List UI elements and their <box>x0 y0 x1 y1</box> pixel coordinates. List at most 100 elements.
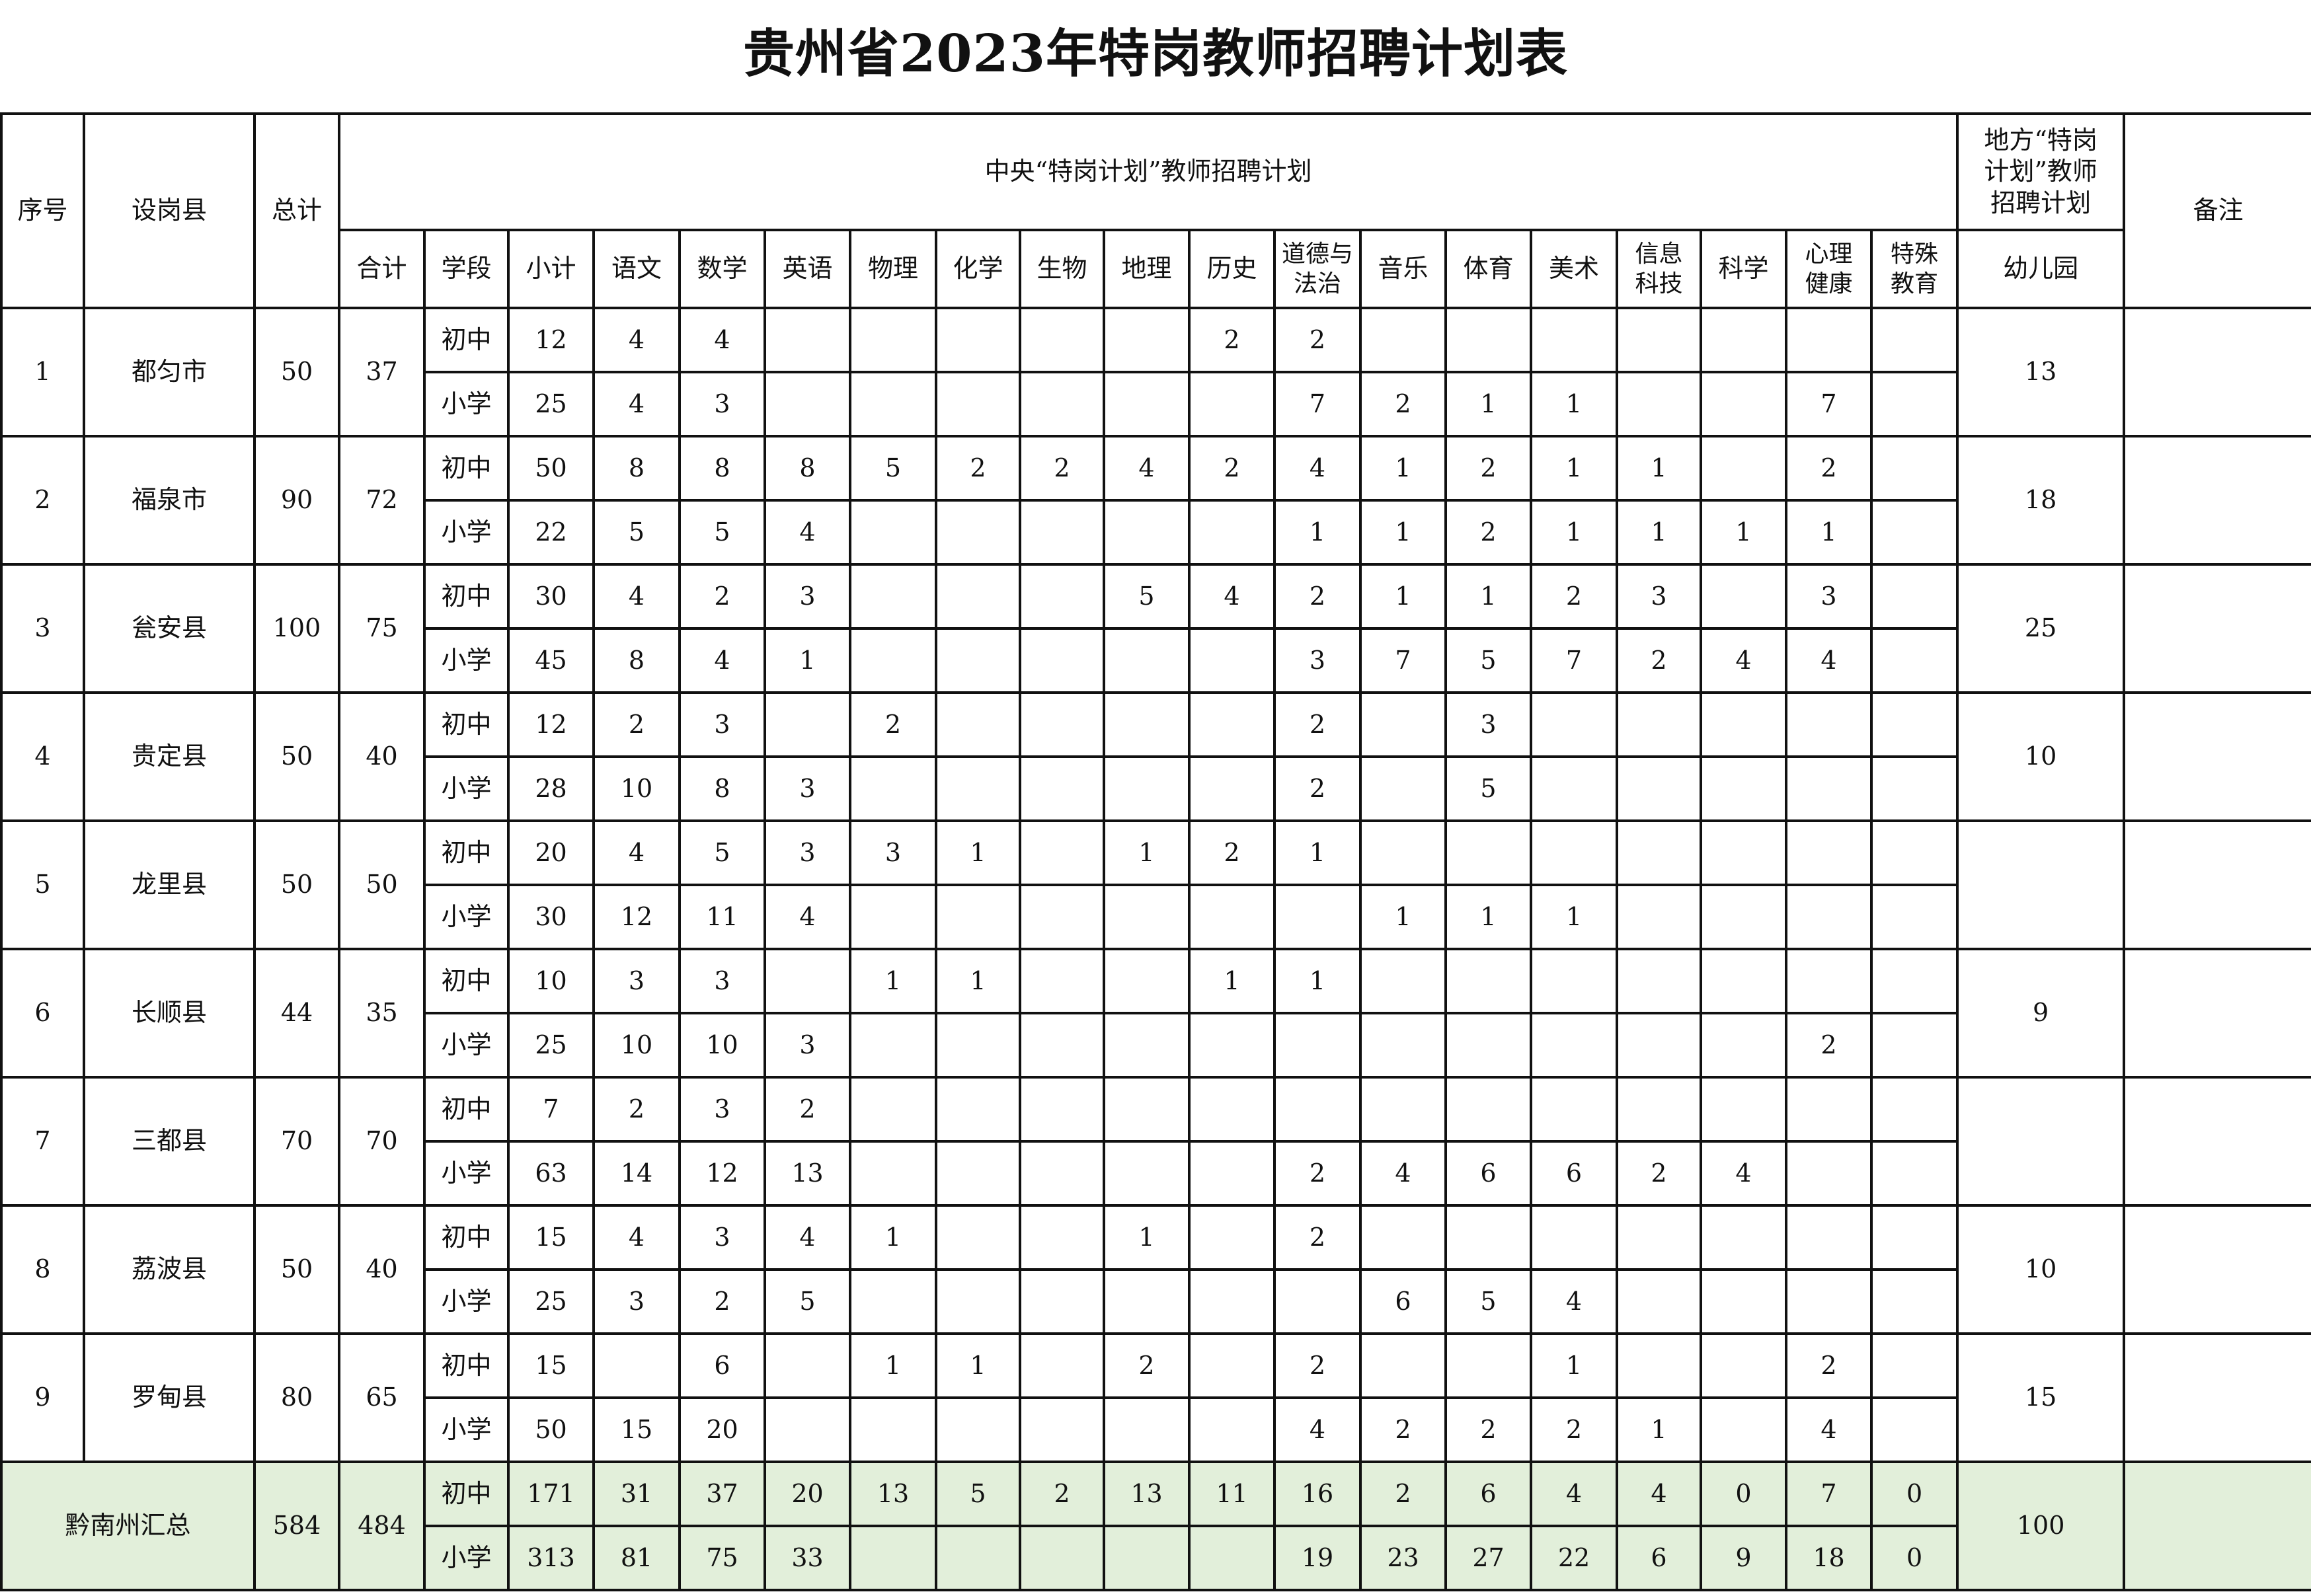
subject-count-cell <box>1273 1012 1362 1079</box>
remark-cell <box>2123 819 2311 950</box>
subtotal-cell: 15 <box>507 1204 595 1271</box>
subject-count-cell: 4 <box>592 371 681 437</box>
subject-count-cell: 7 <box>1273 371 1362 437</box>
subject-count-cell: 10 <box>592 1012 681 1079</box>
subject-count-cell <box>1700 1204 1787 1271</box>
subject-count-cell: 1 <box>1530 371 1618 437</box>
row-no: 4 <box>0 691 85 822</box>
table-row: 小学 50 15 20 4 2 2 2 1 4 <box>1 1396 2311 1463</box>
subject-count-cell <box>1785 307 1873 373</box>
subject-count-cell: 0 <box>1700 1461 1787 1527</box>
subject-count-cell: 2 <box>1359 371 1447 437</box>
subject-count-cell <box>764 1332 851 1399</box>
subject-count-cell <box>764 307 851 373</box>
subject-count-cell: 1 <box>1530 499 1618 566</box>
stage-cell: 小学 <box>423 371 510 437</box>
stage-cell: 初中 <box>423 435 510 502</box>
subject-count-cell: 75 <box>678 1525 766 1591</box>
stage-cell: 小学 <box>423 1396 510 1463</box>
header-total: 总计 <box>253 112 340 309</box>
subject-count-cell: 18 <box>1785 1525 1873 1591</box>
subject-count-cell <box>1019 371 1105 437</box>
subject-count-cell: 1 <box>849 1332 937 1399</box>
subject-count-cell: 2 <box>1530 1396 1618 1463</box>
subject-count-cell: 2 <box>1188 435 1276 502</box>
subject-count-cell <box>1700 371 1787 437</box>
row-no: 1 <box>0 307 85 437</box>
row-no: 6 <box>0 948 85 1079</box>
table-row: 小学 28 10 8 3 2 5 <box>1 755 2311 822</box>
kindergarten-cell: 13 <box>1956 307 2126 437</box>
subject-count-cell <box>1869 755 1959 822</box>
subject-count-cell <box>592 1332 681 1399</box>
stage-cell: 小学 <box>423 1525 510 1591</box>
subtotal-cell: 15 <box>507 1332 595 1399</box>
subject-count-cell <box>1359 755 1447 822</box>
subject-count-cell: 2 <box>1616 627 1702 694</box>
subject-count-cell <box>1019 1076 1105 1143</box>
subject-count-cell <box>1103 371 1191 437</box>
subject-count-cell: 0 <box>1869 1525 1959 1591</box>
subject-count-cell: 22 <box>1530 1525 1618 1591</box>
subject-count-cell <box>1700 884 1787 950</box>
header-subject: 科学 <box>1700 229 1787 309</box>
subject-count-cell: 1 <box>1359 884 1447 950</box>
subject-count-cell: 2 <box>1785 435 1873 502</box>
subject-count-cell <box>1530 755 1618 822</box>
subject-count-cell: 8 <box>592 435 681 502</box>
header-subject: 地理 <box>1103 229 1191 309</box>
stage-cell: 初中 <box>423 1204 510 1271</box>
subject-count-cell <box>1700 307 1787 373</box>
subject-count-cell <box>935 1012 1021 1079</box>
subject-count-cell <box>1103 307 1191 373</box>
subject-count-cell <box>1785 819 1873 886</box>
subject-count-cell <box>1616 1332 1702 1399</box>
subject-count-cell: 5 <box>1444 627 1532 694</box>
subject-count-cell <box>1616 819 1702 886</box>
county-name: 长顺县 <box>83 948 256 1079</box>
subject-count-cell <box>1019 499 1105 566</box>
sum-cell: 40 <box>338 1204 426 1335</box>
subject-count-cell: 3 <box>764 755 851 822</box>
subject-count-cell: 4 <box>1530 1268 1618 1335</box>
subtotal-cell: 12 <box>507 307 595 373</box>
remark-cell <box>2123 1204 2311 1335</box>
subject-count-cell <box>1869 1140 1959 1207</box>
subject-count-cell: 0 <box>1869 1461 1959 1527</box>
subject-count-cell: 1 <box>1700 499 1787 566</box>
subject-count-cell: 6 <box>1359 1268 1447 1335</box>
subject-count-cell: 6 <box>1616 1525 1702 1591</box>
subject-count-cell <box>1700 1076 1787 1143</box>
subject-count-cell <box>935 1268 1021 1335</box>
subject-count-cell: 2 <box>678 1268 766 1335</box>
subject-count-cell <box>1785 1204 1873 1271</box>
subject-count-cell: 7 <box>1785 1461 1873 1527</box>
subject-count-cell: 2 <box>1019 435 1105 502</box>
subject-count-cell <box>849 1140 937 1207</box>
subject-count-cell <box>1103 755 1191 822</box>
kindergarten-cell <box>1956 819 2126 950</box>
subject-count-cell <box>1359 1012 1447 1079</box>
subject-count-cell: 4 <box>678 627 766 694</box>
remark-cell <box>2123 1461 2311 1591</box>
subject-count-cell <box>1188 755 1276 822</box>
subject-count-cell <box>1188 1012 1276 1079</box>
table-row: 小学 25 10 10 3 2 <box>1 1012 2311 1079</box>
table-row: 3 瓮安县 100 75 初中 30 4 2 3 5 4 2 1 1 2 3 3 25 <box>0 563 2311 694</box>
kindergarten-cell: 25 <box>1956 563 2126 694</box>
kindergarten-cell: 10 <box>1956 1204 2126 1335</box>
subject-count-cell <box>1700 691 1787 758</box>
sum-cell: 65 <box>338 1332 426 1463</box>
table-row: 7 三都县 70 70 初中 7 2 3 2 <box>0 1076 2311 1207</box>
header-stage: 学段 <box>423 229 510 309</box>
subject-count-cell <box>1700 948 1787 1014</box>
subject-count-cell: 1 <box>1273 499 1362 566</box>
subject-count-cell: 4 <box>764 884 851 950</box>
header-subject: 化学 <box>935 229 1021 309</box>
subject-count-cell: 4 <box>764 499 851 566</box>
subject-count-cell: 4 <box>1273 435 1362 502</box>
subject-count-cell <box>1188 1204 1276 1271</box>
subject-count-cell: 13 <box>1103 1461 1191 1527</box>
row-no: 2 <box>0 435 85 566</box>
header-county: 设岗县 <box>83 112 256 309</box>
